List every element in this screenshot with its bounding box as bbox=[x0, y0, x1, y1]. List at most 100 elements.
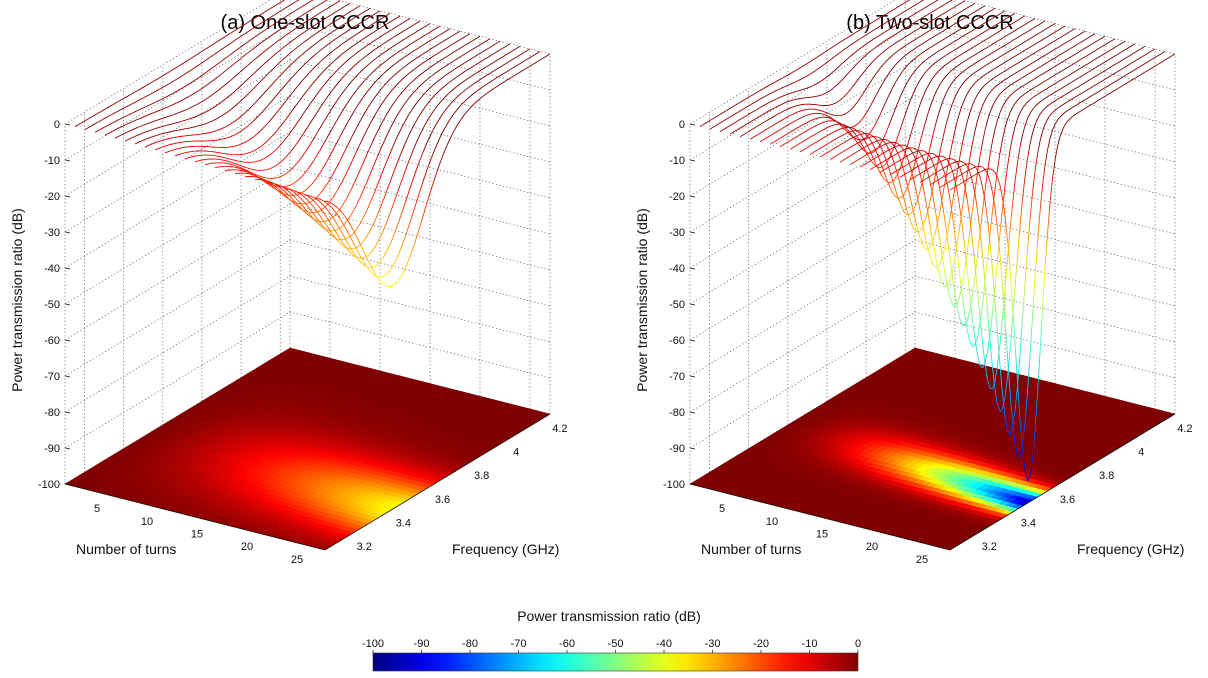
surface-line bbox=[134, 5, 361, 145]
surface-line bbox=[204, 23, 431, 179]
surface-line bbox=[829, 23, 1056, 233]
surface-line bbox=[124, 2, 351, 142]
x-tick-label: 10 bbox=[141, 516, 153, 528]
surface-line bbox=[274, 40, 501, 241]
z-tick-label: -30 bbox=[669, 227, 685, 239]
y-tick-label: 3.4 bbox=[396, 518, 411, 530]
x-tick-label: 5 bbox=[719, 503, 725, 515]
colorbar-tick-label: -40 bbox=[656, 638, 672, 650]
surface-line bbox=[254, 35, 481, 223]
colorbar-tick-label: -80 bbox=[462, 638, 478, 650]
grid-line bbox=[64, 203, 551, 341]
colorbar-tick-label: -10 bbox=[802, 638, 818, 650]
z-tick-label: -40 bbox=[669, 263, 685, 275]
y-tick-label: 4.2 bbox=[552, 423, 567, 435]
grid-line bbox=[689, 23, 1176, 161]
chart-title: (a) One-slot CCCR bbox=[221, 12, 390, 34]
surface-line bbox=[184, 18, 411, 163]
x-tick-label: 5 bbox=[94, 503, 100, 515]
floor-contour bbox=[64, 347, 551, 551]
surface-line bbox=[174, 15, 401, 157]
surface-line bbox=[789, 13, 1016, 169]
z-tick-label: -30 bbox=[44, 227, 60, 239]
panel-two-slot: (b) Two-slot CCCR 0 -10 -20 -30 -40 -50 -60 -70… bbox=[634, 0, 1193, 566]
colorbar-tick-label: 0 bbox=[855, 638, 861, 650]
x-tick-label: 20 bbox=[866, 541, 878, 553]
z-tick-label: -90 bbox=[44, 443, 60, 455]
y-tick-label: 3.8 bbox=[1099, 470, 1114, 482]
y-tick-label: 4 bbox=[513, 447, 519, 459]
surface-line bbox=[164, 13, 391, 154]
surface-line bbox=[314, 51, 541, 278]
grid-line bbox=[64, 23, 551, 161]
grid-line bbox=[689, 203, 1176, 341]
colorbar-tick-label: -50 bbox=[608, 638, 624, 650]
colorbar-tick-label: -60 bbox=[559, 638, 575, 650]
y-tick-label: 3.6 bbox=[1060, 494, 1075, 506]
surface-line bbox=[294, 46, 521, 259]
x-tick-label: 25 bbox=[916, 554, 928, 566]
z-tick-label: -80 bbox=[44, 407, 60, 419]
y-tick-label: 3.8 bbox=[474, 470, 489, 482]
colorbar-tick-label: -70 bbox=[511, 638, 527, 650]
x-tick-label: 15 bbox=[191, 529, 203, 541]
y-axis-label: Frequency (GHz) bbox=[452, 541, 559, 557]
x-tick-label: 25 bbox=[291, 554, 303, 566]
z-tick-label: 0 bbox=[54, 119, 60, 131]
surface-line bbox=[104, 0, 328, 136]
floor-contour bbox=[689, 347, 1176, 551]
colorbar-gradient bbox=[372, 652, 859, 672]
y-tick-label: 3.4 bbox=[1021, 518, 1036, 530]
z-tick-label: -70 bbox=[44, 371, 60, 383]
grid-line bbox=[689, 131, 1176, 269]
x-tick-label: 15 bbox=[816, 529, 828, 541]
z-axis-label: Power transmission ratio (dB) bbox=[634, 208, 650, 392]
z-tick-label: 0 bbox=[679, 119, 685, 131]
surface-line bbox=[324, 53, 551, 288]
y-tick-label: 3.6 bbox=[435, 494, 450, 506]
z-axis-label: Power transmission ratio (dB) bbox=[9, 208, 25, 392]
surface-line bbox=[304, 48, 531, 269]
surface-line bbox=[264, 38, 491, 232]
y-tick-label: 3.2 bbox=[357, 541, 372, 553]
surface-line bbox=[859, 30, 1086, 288]
x-axis-label: Number of turns bbox=[76, 541, 176, 557]
z-tick-label: -60 bbox=[44, 335, 60, 347]
x-tick-label: 10 bbox=[766, 516, 778, 528]
surface-line bbox=[74, 0, 286, 128]
surface-line bbox=[114, 0, 341, 139]
grid-line bbox=[64, 131, 551, 269]
z-tick-label: -70 bbox=[669, 371, 685, 383]
colorbar-tick-label: -30 bbox=[705, 638, 721, 650]
surface-line bbox=[144, 7, 371, 148]
colorbar-tick-label: -20 bbox=[753, 638, 769, 650]
x-tick-label: 20 bbox=[241, 541, 253, 553]
y-tick-label: 3.2 bbox=[982, 541, 997, 553]
surface-line bbox=[194, 20, 421, 171]
z-tick-label: -10 bbox=[44, 155, 60, 167]
y-axis-label: Frequency (GHz) bbox=[1077, 541, 1184, 557]
z-tick-label: -50 bbox=[44, 299, 60, 311]
chart-title: (b) Two-slot CCCR bbox=[846, 12, 1013, 34]
x-axis-label: Number of turns bbox=[701, 541, 801, 557]
surface-line bbox=[809, 18, 1036, 199]
surface-line bbox=[284, 43, 511, 250]
panel-one-slot: (a) One-slot CCCR 0 -10 -20 -30 -40 -50 -60 -70… bbox=[9, 0, 568, 566]
z-tick-label: -10 bbox=[669, 155, 685, 167]
z-tick-label: -40 bbox=[44, 263, 60, 275]
colorbar-title: Power transmission ratio (dB) bbox=[517, 608, 701, 624]
grid-line bbox=[689, 95, 1176, 233]
colorbar-tick-label: -100 bbox=[362, 638, 384, 650]
colorbar-tick-label: -90 bbox=[414, 638, 430, 650]
z-tick-label: -80 bbox=[669, 407, 685, 419]
z-tick-label: -50 bbox=[669, 299, 685, 311]
surface-line bbox=[234, 30, 461, 205]
colorbar: Power transmission ratio (dB) -100 -90 -80… bbox=[362, 608, 861, 672]
z-tick-label: -20 bbox=[44, 191, 60, 203]
y-tick-label: 4 bbox=[1138, 447, 1144, 459]
z-tick-label: -20 bbox=[669, 191, 685, 203]
z-tick-label: -100 bbox=[38, 479, 60, 491]
surface-line bbox=[154, 10, 381, 151]
floor-edge bbox=[64, 413, 551, 551]
